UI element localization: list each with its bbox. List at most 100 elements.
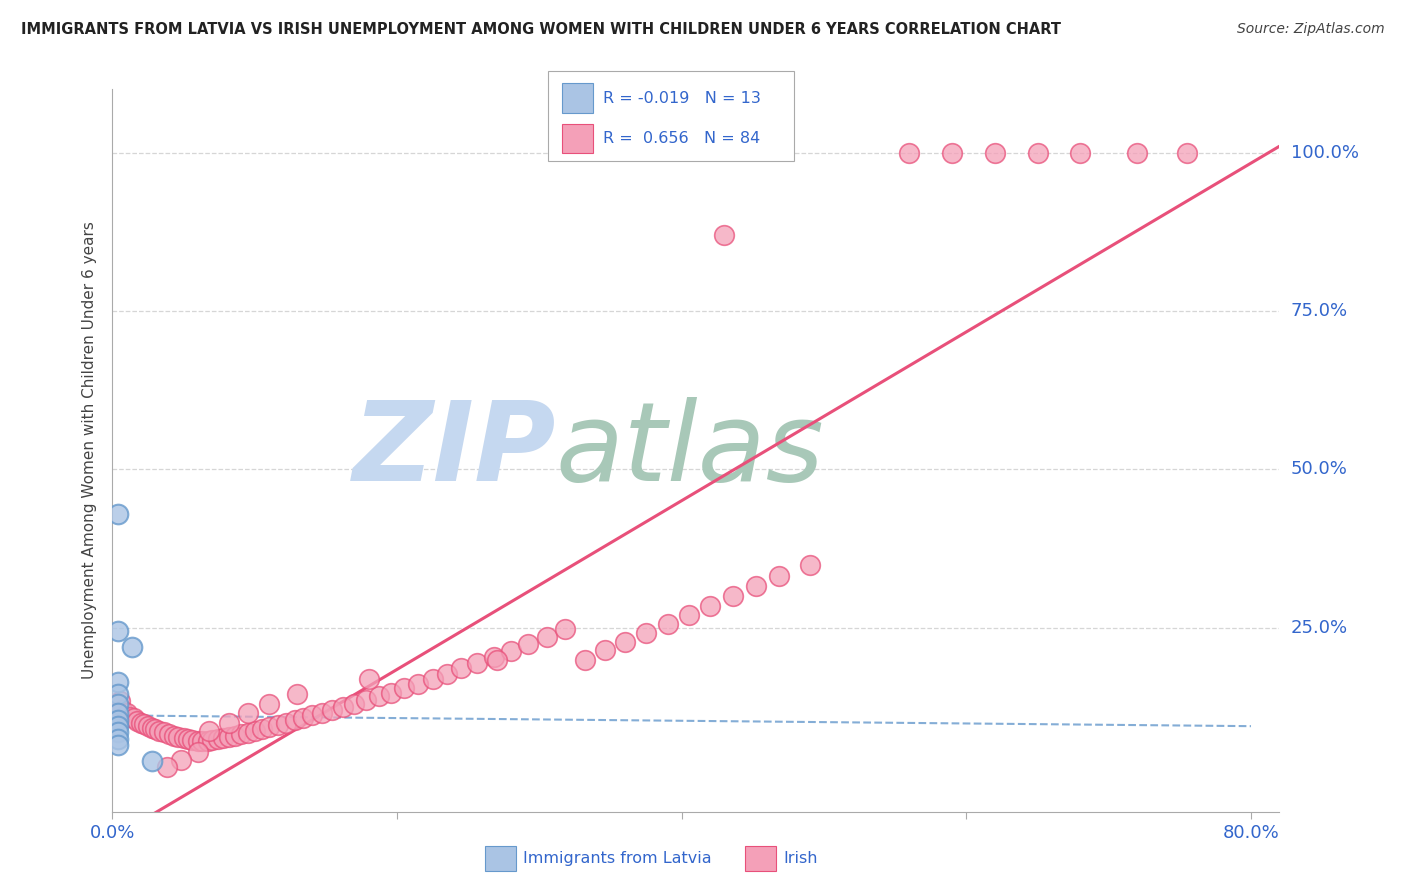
Point: [243, 724, 266, 739]
Point: [657, 617, 679, 632]
Point: [482, 650, 505, 665]
Point: [768, 569, 790, 583]
Point: [212, 731, 235, 746]
Point: [287, 688, 309, 702]
Point: [129, 716, 152, 731]
Point: [332, 700, 354, 714]
Point: [122, 711, 145, 725]
Point: [207, 732, 229, 747]
Text: R =  0.656   N = 84: R = 0.656 N = 84: [603, 131, 761, 145]
Text: 50.0%: 50.0%: [1291, 460, 1347, 478]
Point: [1026, 145, 1049, 160]
Text: 100.0%: 100.0%: [1291, 144, 1358, 161]
Y-axis label: Unemployment Among Women with Children Under 6 years: Unemployment Among Women with Children U…: [82, 221, 97, 680]
Point: [721, 589, 744, 603]
Text: R = -0.019   N = 13: R = -0.019 N = 13: [603, 91, 761, 105]
Point: [898, 145, 921, 160]
Point: [177, 732, 200, 747]
Text: IMMIGRANTS FROM LATVIA VS IRISH UNEMPLOYMENT AMONG WOMEN WITH CHILDREN UNDER 6 Y: IMMIGRANTS FROM LATVIA VS IRISH UNEMPLOY…: [21, 22, 1062, 37]
Point: [173, 731, 195, 746]
Point: [157, 727, 180, 741]
Point: [143, 723, 166, 737]
Point: [141, 721, 163, 735]
Point: [436, 666, 458, 681]
Point: [107, 719, 129, 733]
Point: [107, 507, 129, 521]
Text: atlas: atlas: [555, 397, 824, 504]
Point: [984, 145, 1007, 160]
Point: [274, 716, 297, 731]
Point: [941, 145, 963, 160]
Point: [266, 718, 288, 732]
Point: [301, 708, 323, 723]
Point: [284, 714, 307, 728]
Point: [499, 644, 522, 658]
Point: [107, 731, 129, 746]
Point: [593, 643, 616, 657]
Point: [107, 725, 129, 739]
Point: [1175, 145, 1198, 160]
Point: [450, 661, 472, 675]
Point: [125, 714, 148, 728]
Point: [257, 721, 280, 735]
Point: [799, 558, 821, 572]
Point: [250, 723, 273, 737]
Point: [170, 753, 193, 767]
Point: [229, 727, 252, 741]
Point: [321, 703, 343, 717]
Point: [218, 716, 240, 731]
Point: [107, 697, 129, 711]
Point: [517, 637, 540, 651]
Point: [236, 726, 259, 740]
Point: [155, 760, 177, 774]
Text: Source: ZipAtlas.com: Source: ZipAtlas.com: [1237, 22, 1385, 37]
Point: [121, 640, 143, 654]
Point: [132, 717, 155, 731]
Point: [197, 733, 219, 747]
Point: [152, 725, 174, 739]
Point: [167, 730, 190, 744]
Point: [574, 652, 596, 666]
Point: [191, 734, 214, 748]
Point: [678, 608, 700, 623]
Point: [181, 733, 204, 747]
Point: [408, 676, 430, 690]
Point: [713, 227, 735, 242]
Point: [187, 744, 209, 758]
Point: [343, 697, 366, 711]
Point: [354, 693, 377, 707]
Point: [357, 672, 380, 686]
Point: [485, 652, 508, 666]
Point: [422, 672, 444, 686]
Point: [380, 685, 402, 699]
Point: [163, 729, 186, 743]
Point: [115, 706, 138, 721]
Point: [148, 723, 170, 738]
Point: [108, 694, 131, 708]
Point: [187, 733, 209, 747]
Point: [613, 635, 636, 649]
Point: [745, 579, 768, 593]
Point: [1069, 145, 1091, 160]
Point: [107, 706, 129, 721]
Point: [1126, 145, 1149, 160]
Text: 75.0%: 75.0%: [1291, 302, 1348, 320]
Point: [107, 738, 129, 752]
Point: [311, 706, 333, 720]
Point: [107, 688, 129, 702]
Point: [107, 674, 129, 689]
Point: [218, 730, 240, 744]
Text: ZIP: ZIP: [353, 397, 555, 504]
Point: [292, 711, 315, 725]
Point: [107, 713, 129, 727]
Text: Irish: Irish: [783, 851, 818, 866]
Point: [699, 599, 721, 613]
Point: [111, 703, 134, 717]
Point: [136, 719, 159, 733]
Point: [141, 754, 163, 768]
Point: [224, 729, 246, 743]
Point: [118, 709, 141, 723]
Point: [367, 690, 389, 704]
Point: [107, 624, 129, 639]
Point: [236, 706, 259, 721]
